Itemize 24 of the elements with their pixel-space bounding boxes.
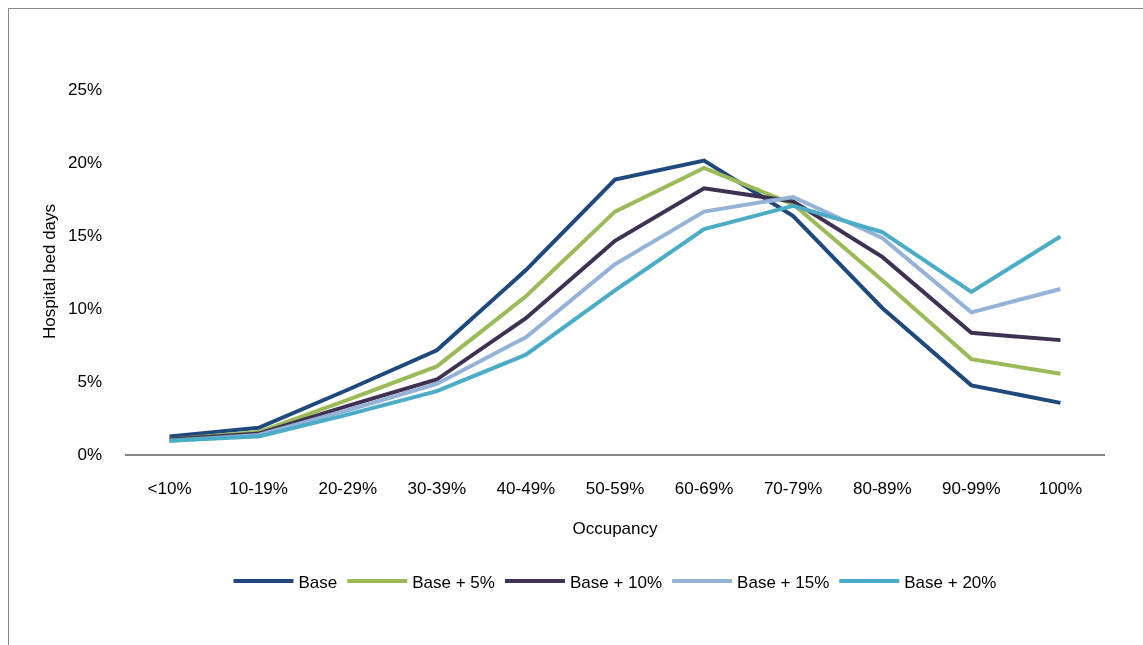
x-tick-label: 70-79%: [763, 479, 823, 499]
legend-label: Base + 5%: [412, 572, 495, 592]
x-axis-title: Occupancy: [572, 519, 659, 539]
x-tick-label: 10-19%: [229, 479, 288, 499]
legend-label: Base + 10%: [569, 572, 663, 592]
x-tick-label: 60-69%: [674, 479, 734, 499]
y-tick-label: 20%: [67, 152, 102, 172]
legend-label: Base: [298, 572, 338, 592]
y-tick-label: 0%: [77, 444, 102, 464]
y-tick-label: 10%: [67, 298, 102, 318]
legend-label: Base + 15%: [737, 572, 830, 592]
y-tick-label: 15%: [67, 225, 102, 245]
x-tick-label: 90-99%: [942, 479, 1001, 499]
y-tick-label: 5%: [77, 371, 102, 391]
x-tick-label: <10%: [147, 479, 192, 499]
x-tick-label: 40-49%: [496, 479, 556, 499]
x-tick-label: 80-89%: [852, 479, 912, 499]
y-tick-label: 25%: [67, 79, 102, 99]
x-tick-label: 50-59%: [585, 479, 645, 499]
x-tick-label: 20-29%: [318, 479, 378, 499]
x-tick-label: 100%: [1038, 479, 1083, 499]
legend-label: Base + 20%: [904, 572, 997, 592]
x-tick-label: 30-39%: [407, 479, 467, 499]
y-axis-title: Hospital bed days: [39, 203, 59, 340]
